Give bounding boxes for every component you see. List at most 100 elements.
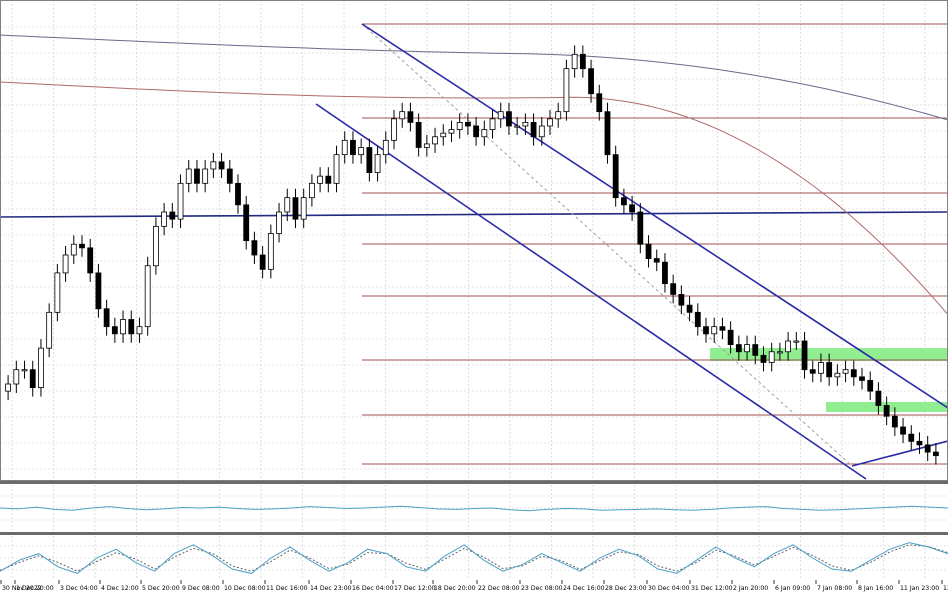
candle-bull bbox=[185, 168, 192, 184]
candle-bear bbox=[473, 125, 480, 138]
candle-bear bbox=[760, 354, 767, 363]
candle-bear bbox=[908, 433, 915, 442]
time-tick-label: 24 Dec 16:00 bbox=[563, 585, 605, 592]
candle-bear bbox=[588, 68, 594, 95]
candle-bull bbox=[5, 383, 12, 392]
time-tick-label: 14 Dec 23:00 bbox=[310, 585, 352, 592]
candle-bull bbox=[210, 161, 217, 170]
candle-bull bbox=[317, 175, 324, 184]
time-tick-label: 23 Dec 08:00 bbox=[521, 585, 563, 592]
candle-bear bbox=[645, 243, 652, 259]
time-tick-label: 2 Jan 20:00 bbox=[733, 585, 768, 592]
candle-bear bbox=[932, 451, 939, 457]
candle-bear bbox=[259, 254, 266, 270]
candle-bull bbox=[341, 139, 348, 156]
candle-bear bbox=[243, 204, 250, 242]
candle-bear bbox=[850, 369, 857, 378]
candle-bear bbox=[235, 182, 241, 206]
candle-bear bbox=[703, 326, 709, 335]
time-tick-label: 3 Dec 04:00 bbox=[60, 585, 98, 592]
triangle-lower-line bbox=[851, 440, 948, 467]
candle-bear bbox=[251, 240, 258, 256]
candle-bear bbox=[891, 415, 898, 428]
candle-bear bbox=[29, 369, 36, 388]
candle-bear bbox=[867, 380, 874, 392]
candle-bear bbox=[111, 326, 118, 335]
candle-bear bbox=[604, 111, 611, 156]
candle-bear bbox=[719, 326, 726, 331]
time-tick-label: 31 Dec 12:00 bbox=[691, 585, 733, 592]
time-tick-label: 13 bbox=[943, 585, 948, 592]
time-tick-label: 5 Dec 20:00 bbox=[142, 585, 180, 592]
candle-bear bbox=[670, 283, 677, 295]
candle-bull bbox=[456, 122, 463, 130]
time-tick-label: 6 Jan 09:00 bbox=[775, 585, 810, 592]
candle-bear bbox=[629, 204, 636, 213]
channel-lower-line bbox=[315, 103, 867, 480]
price-panel-border bbox=[0, 0, 948, 481]
candle-bear bbox=[662, 261, 668, 285]
candle-bear bbox=[415, 122, 422, 148]
candle-bear bbox=[596, 93, 603, 113]
time-tick-label: 1 Dec 20:00 bbox=[16, 585, 54, 592]
candle-bear bbox=[883, 405, 890, 417]
candle-bull bbox=[497, 111, 504, 120]
candle-bull bbox=[374, 154, 381, 173]
candle-bull bbox=[842, 369, 849, 374]
time-tick-label: 11 Dec 16:00 bbox=[266, 585, 308, 592]
time-tick-label: 8 Jan 16:00 bbox=[858, 585, 893, 592]
candle-bear bbox=[924, 444, 931, 453]
time-tick-label: 7 Jan 08:00 bbox=[817, 585, 852, 592]
candle-bull bbox=[38, 347, 44, 388]
candle-bear bbox=[407, 111, 414, 123]
candles bbox=[5, 45, 939, 465]
moving-average-red bbox=[0, 81, 948, 316]
candle-bear bbox=[620, 197, 627, 206]
moving-average-gray bbox=[0, 34, 948, 121]
candle-bear bbox=[87, 247, 94, 274]
candle-bull bbox=[120, 319, 126, 335]
candle-bear bbox=[226, 168, 233, 184]
candle-bull bbox=[514, 125, 521, 128]
candle-bull bbox=[547, 118, 553, 127]
candle-bear bbox=[735, 344, 742, 353]
candle-bull bbox=[54, 272, 61, 313]
stochastic-grid bbox=[0, 536, 948, 580]
candle-bear bbox=[694, 311, 701, 328]
channel-upper-line bbox=[361, 23, 948, 409]
candle-bull bbox=[818, 362, 824, 374]
candle-bull bbox=[284, 197, 291, 213]
candle-bear bbox=[678, 294, 685, 306]
candle-bear bbox=[218, 161, 225, 170]
candle-bull bbox=[70, 243, 77, 256]
candle-bull bbox=[267, 233, 274, 270]
candle-bull bbox=[161, 211, 168, 227]
candle-bear bbox=[826, 362, 833, 378]
time-tick-label: 16 Dec 04:00 bbox=[352, 585, 394, 592]
time-tick-label: 22 Dec 08:00 bbox=[478, 585, 520, 592]
candle-bear bbox=[169, 211, 176, 220]
time-tick-label: 18 Dec 20:00 bbox=[434, 585, 476, 592]
candle-bear bbox=[530, 122, 537, 138]
time-tick-label: 9 Dec 08:00 bbox=[182, 585, 220, 592]
candle-bear bbox=[506, 111, 512, 127]
time-tick-label: 10 Dec 08:00 bbox=[224, 585, 266, 592]
candle-bull bbox=[358, 147, 365, 156]
candle-bear bbox=[727, 329, 734, 345]
time-tick-label: 11 Jan 23:00 bbox=[900, 585, 939, 592]
candle-bull bbox=[136, 326, 143, 335]
candle-bull bbox=[481, 129, 488, 138]
candle-bull bbox=[399, 111, 406, 120]
candle-bear bbox=[801, 340, 808, 371]
candle-bear bbox=[612, 154, 619, 199]
candle-bear bbox=[579, 53, 586, 70]
candle-bull bbox=[13, 369, 20, 385]
candle-bear bbox=[752, 344, 759, 356]
candle-bull bbox=[793, 340, 800, 343]
candle-bull bbox=[202, 168, 209, 184]
candle-bear bbox=[653, 258, 660, 263]
candle-bear bbox=[686, 304, 693, 313]
fib-levels bbox=[362, 23, 948, 465]
